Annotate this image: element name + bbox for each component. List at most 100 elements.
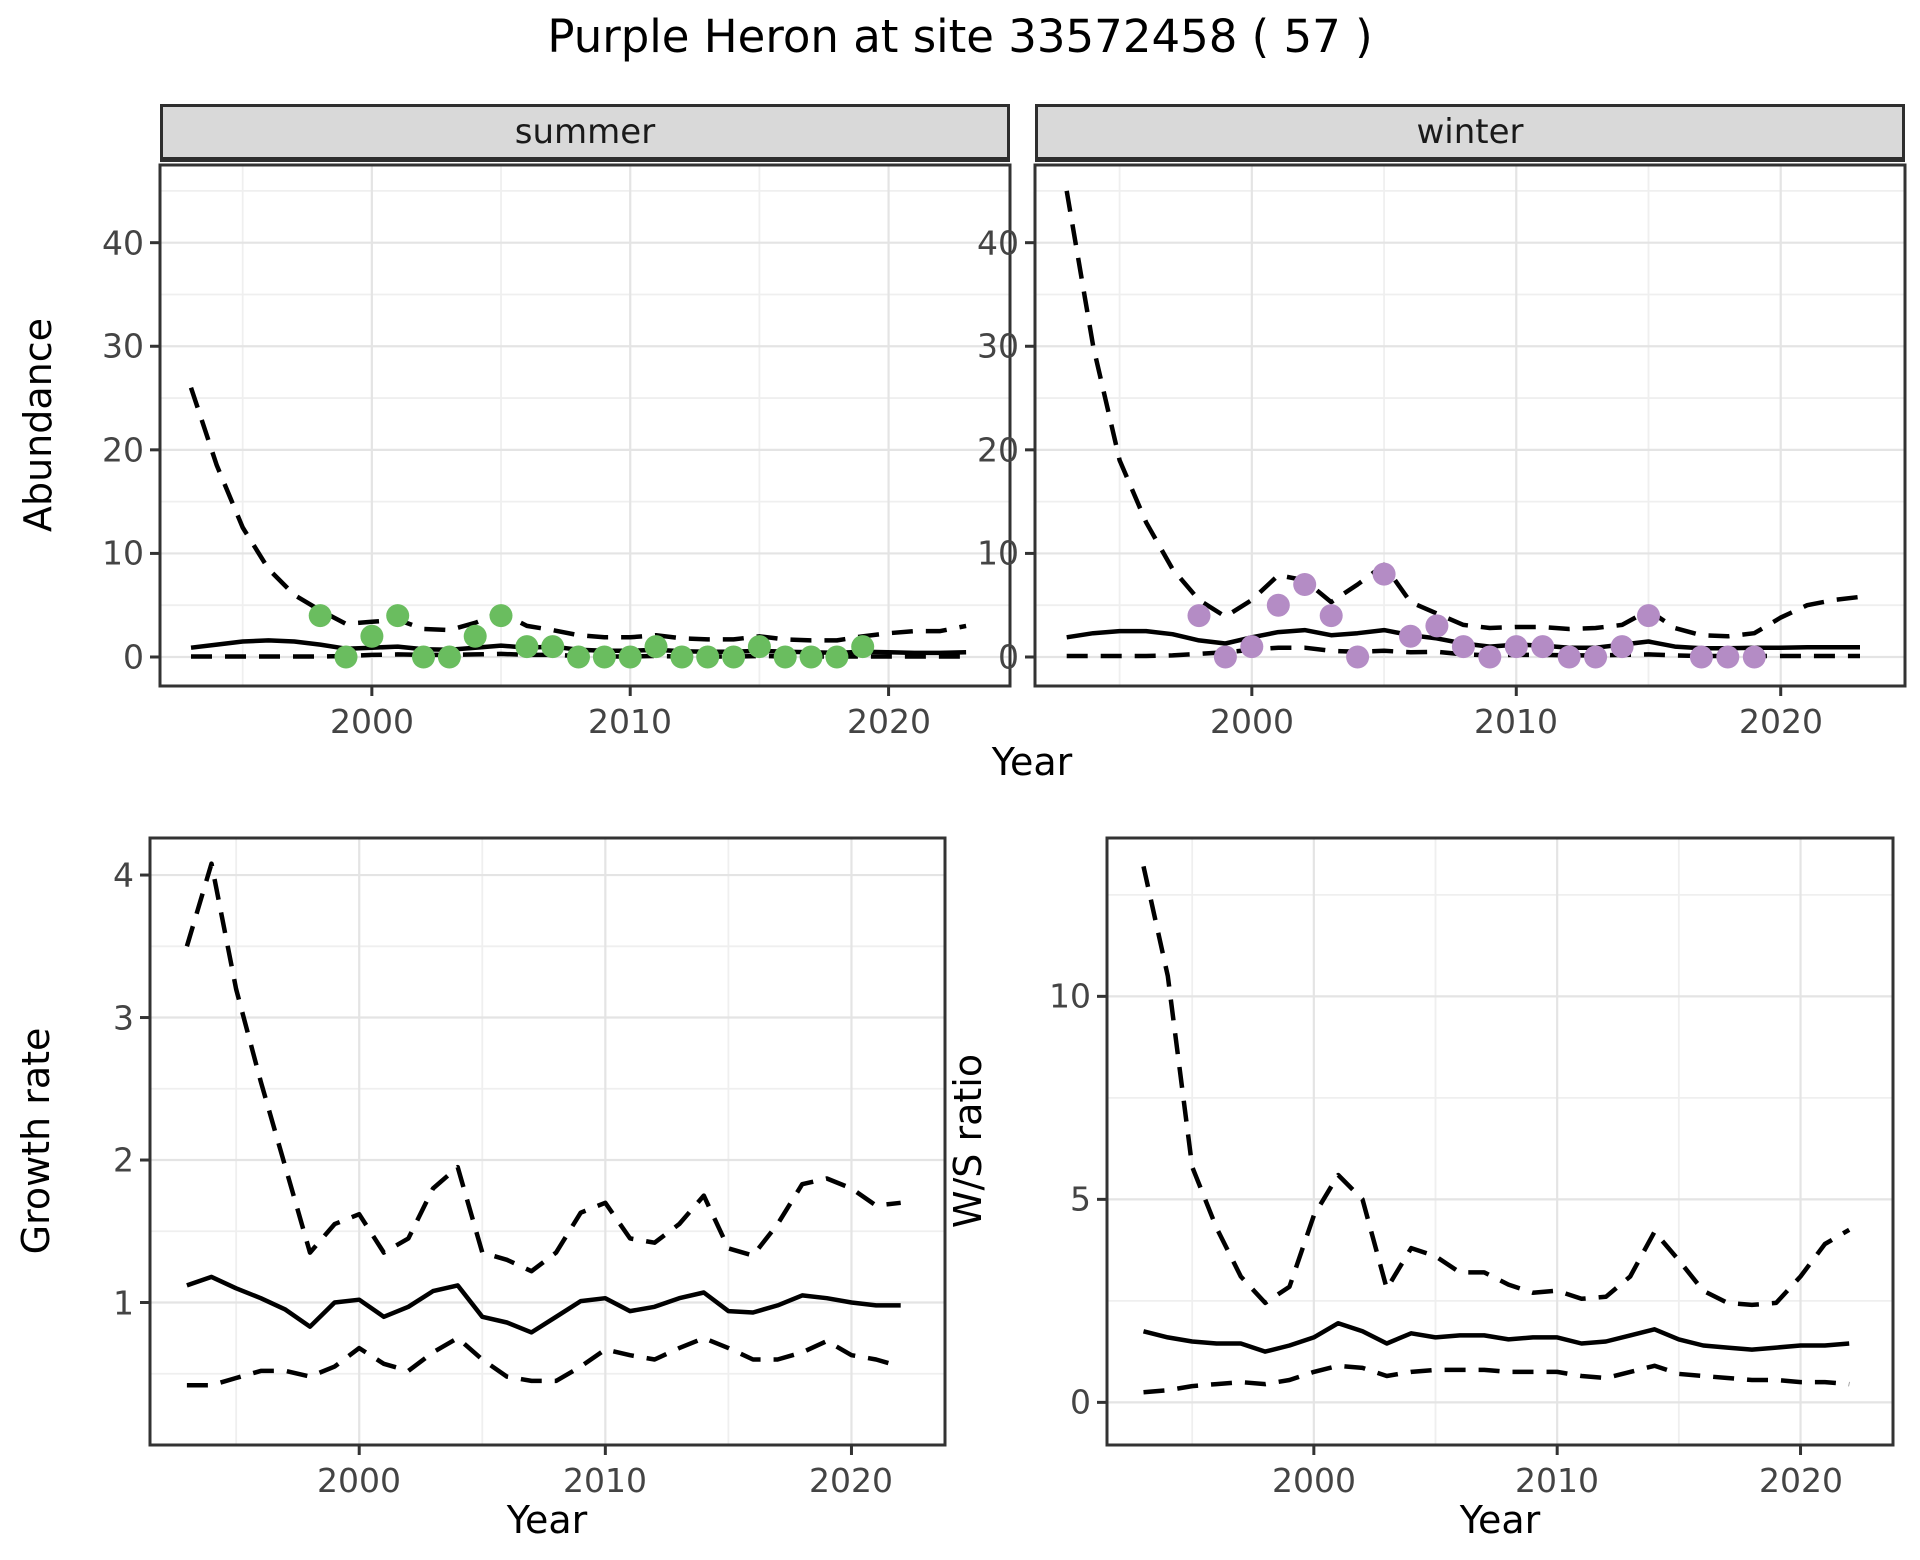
x-tick-label: 2000: [1272, 1461, 1356, 1500]
x-tick-label: 2000: [1210, 702, 1294, 741]
y-axis-title-abundance: Abundance: [16, 317, 60, 533]
winter-observed-point: [1213, 645, 1237, 669]
x-tick-label: 2000: [330, 702, 414, 741]
chart-title: Purple Heron at site 33572458 ( 57 ): [547, 10, 1373, 63]
growth-panel: [140, 836, 947, 1455]
summer-observed-point: [747, 635, 771, 659]
ws-panel-border: [1105, 836, 1895, 1447]
x-tick-label: 2020: [1739, 702, 1823, 741]
ws-upper-ci-line: [1141, 865, 1851, 1308]
winter-observed-point: [1716, 645, 1740, 669]
summer-observed-point: [308, 604, 332, 628]
y-tick-label: 20: [977, 430, 1019, 470]
winter-observed-point: [1689, 645, 1713, 669]
y-tick-label: 10: [1049, 976, 1091, 1016]
summer-panel: [150, 163, 1012, 696]
winter-observed-point: [1399, 624, 1422, 648]
winter-panel-background: [1035, 165, 1905, 686]
summer-observed-point: [773, 645, 797, 669]
facet-strip-summer-label: summer: [514, 112, 656, 152]
summer-observed-point: [644, 635, 668, 659]
summer-observed-point: [360, 624, 384, 648]
y-tick-label: 30: [977, 326, 1019, 366]
y-tick-label: 2: [113, 1140, 134, 1180]
summer-observed-point: [334, 645, 358, 669]
y-tick-label: 5: [1070, 1179, 1091, 1219]
summer-panel-border: [158, 163, 1012, 688]
y-tick-label: 20: [102, 430, 144, 470]
summer-observed-point: [386, 604, 410, 628]
y-tick-label: 40: [977, 223, 1019, 263]
y-tick-label: 40: [102, 223, 144, 263]
growth-lower-ci-line: [186, 1335, 902, 1388]
y-tick-label: 1: [113, 1283, 134, 1323]
growth-median-line: [186, 1274, 901, 1335]
facet-strip-winter: winter: [1035, 104, 1905, 162]
summer-observed-point: [618, 645, 642, 669]
x-tick-label: 2000: [317, 1461, 401, 1500]
growth-panel-background: [150, 838, 945, 1445]
ws-panel-background: [1107, 838, 1893, 1445]
y-tick-label: 10: [102, 533, 144, 573]
ws-panel: [1097, 836, 1895, 1455]
x-tick-label: 2010: [588, 702, 672, 741]
x-axis-title-year-growth: Year: [506, 1498, 588, 1542]
summer-observed-point: [722, 645, 746, 669]
x-tick-label: 2010: [1515, 1461, 1599, 1500]
winter-upper-ci-line: [1064, 190, 1861, 639]
summer-observed-point: [463, 624, 487, 648]
winter-panel-border: [1033, 163, 1907, 688]
summer-observed-point: [489, 604, 513, 628]
y-tick-label: 10: [977, 533, 1019, 573]
facet-strip-summer: summer: [160, 104, 1010, 162]
summer-observed-point: [799, 645, 823, 669]
growth-upper-ci-line: [184, 861, 901, 1274]
growth-panel-border: [148, 836, 947, 1447]
summer-observed-point: [851, 635, 875, 659]
summer-observed-point: [515, 635, 539, 659]
x-tick-label: 2020: [809, 1461, 893, 1500]
winter-observed-point: [1637, 604, 1660, 628]
y-tick-label: 30: [102, 326, 144, 366]
x-axis-title-year-ws: Year: [1459, 1498, 1541, 1542]
y-tick-label: 4: [113, 855, 134, 895]
winter-observed-point: [1187, 604, 1211, 628]
summer-observed-point: [592, 645, 616, 669]
summer-observed-point: [541, 635, 565, 659]
winter-observed-point: [1504, 635, 1528, 659]
y-tick-label: 0: [998, 637, 1019, 677]
y-tick-label: 0: [1070, 1382, 1091, 1422]
winter-observed-point: [1425, 614, 1449, 638]
winter-observed-point: [1584, 645, 1608, 669]
x-tick-label: 2020: [847, 702, 931, 741]
winter-observed-point: [1557, 645, 1581, 669]
x-axis-title-year-top: Year: [991, 740, 1073, 784]
winter-observed-point: [1372, 562, 1396, 586]
y-axis-title-ws-ratio: W/S ratio: [946, 1053, 990, 1229]
ws-lower-ci-line: [1143, 1363, 1850, 1395]
winter-observed-point: [1346, 645, 1370, 669]
winter-observed-point: [1531, 635, 1555, 659]
ws-median-line: [1142, 1320, 1850, 1354]
winter-observed-point: [1240, 635, 1264, 659]
summer-upper-ci-line: [188, 386, 967, 643]
winter-observed-point: [1451, 635, 1475, 659]
winter-observed-point: [1319, 604, 1343, 628]
summer-observed-point: [567, 645, 590, 669]
winter-observed-point: [1610, 635, 1634, 659]
x-tick-label: 2020: [1759, 1461, 1843, 1500]
winter-observed-point: [1293, 573, 1317, 596]
winter-observed-point: [1266, 593, 1290, 617]
y-tick-label: 0: [123, 637, 144, 677]
summer-observed-point: [670, 645, 694, 669]
summer-observed-point: [412, 645, 435, 669]
winter-panel: [1025, 163, 1907, 696]
x-tick-label: 2010: [1474, 702, 1558, 741]
summer-observed-point: [696, 645, 720, 669]
y-axis-title-growth-rate: Growth rate: [14, 1027, 58, 1255]
winter-observed-point: [1742, 645, 1766, 669]
x-tick-label: 2010: [563, 1461, 647, 1500]
summer-observed-point: [825, 645, 849, 669]
